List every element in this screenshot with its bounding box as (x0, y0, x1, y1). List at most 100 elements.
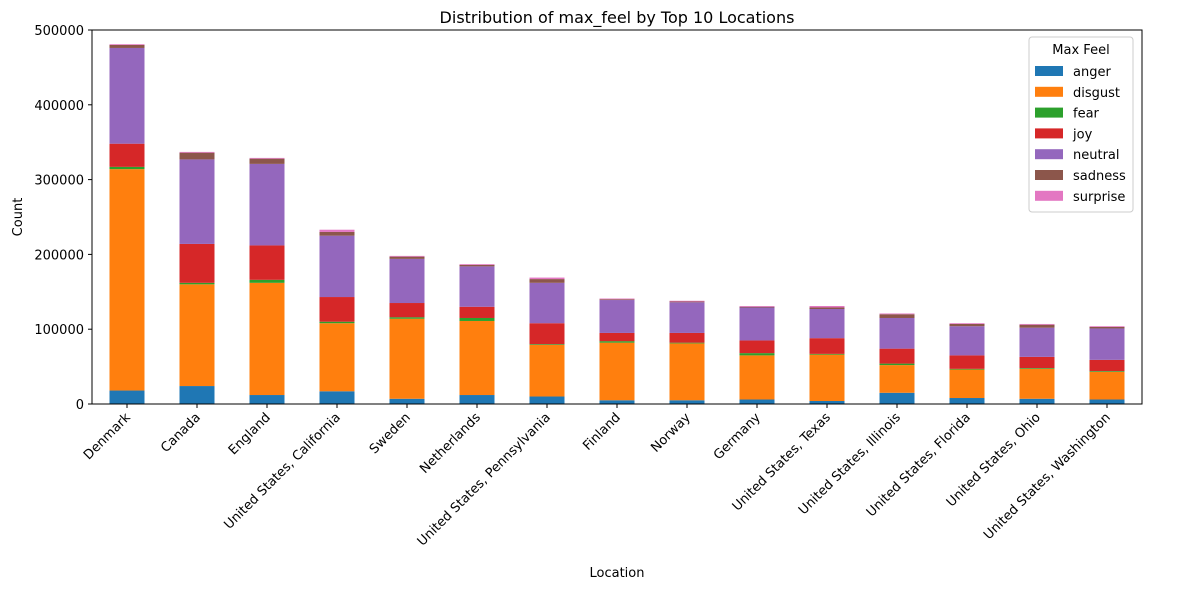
legend-swatch-neutral (1035, 149, 1063, 160)
bar-neutral-3 (319, 235, 355, 298)
bar-disgust-1 (179, 284, 215, 387)
bar-surprise-3 (319, 229, 355, 232)
bar-fear-7 (599, 341, 635, 343)
bar-disgust-6 (529, 344, 565, 397)
bar-disgust-9 (739, 355, 775, 400)
legend-label-fear: fear (1073, 107, 1100, 122)
x-tick-label-7: Finland (580, 410, 623, 453)
legend-label-neutral: neutral (1073, 148, 1120, 163)
bar-joy-12 (949, 355, 985, 369)
chart-legend: Max Feel anger disgust fear joy neutral sadne… (1028, 36, 1134, 213)
bar-anger-4 (389, 398, 425, 404)
bar-disgust-3 (319, 323, 355, 392)
bar-disgust-8 (669, 343, 705, 401)
bar-neutral-10 (809, 309, 845, 339)
bar-surprise-11 (879, 313, 915, 315)
bar-fear-6 (529, 344, 565, 345)
bar-anger-3 (319, 391, 355, 404)
bar-surprise-4 (389, 255, 425, 257)
bar-neutral-9 (739, 307, 775, 341)
bar-sadness-2 (249, 158, 285, 164)
bar-sadness-1 (179, 152, 215, 160)
bar-anger-2 (249, 395, 285, 404)
bar-joy-14 (1089, 359, 1125, 372)
bar-neutral-11 (879, 317, 915, 349)
bar-sadness-5 (459, 264, 495, 267)
x-tick-label-3: United States, California (221, 410, 343, 532)
bar-surprise-8 (669, 300, 705, 302)
bar-surprise-1 (179, 151, 215, 153)
bar-neutral-1 (179, 159, 215, 244)
x-tick-label-8: Norway (648, 410, 694, 456)
bar-fear-13 (1019, 368, 1055, 369)
legend-label-surprise: surprise (1073, 190, 1125, 205)
bar-fear-10 (809, 353, 845, 355)
x-tick-label-6: United States, Pennsylvania (415, 410, 554, 549)
bar-surprise-7 (599, 298, 635, 300)
bar-neutral-0 (109, 47, 145, 144)
bar-disgust-10 (809, 354, 845, 402)
bar-anger-5 (459, 395, 495, 404)
bar-disgust-5 (459, 320, 495, 396)
bar-joy-3 (319, 297, 355, 322)
bar-neutral-14 (1089, 328, 1125, 360)
bar-disgust-4 (389, 318, 425, 399)
bar-neutral-5 (459, 266, 495, 307)
legend-label-anger: anger (1073, 65, 1111, 80)
bar-fear-3 (319, 321, 355, 324)
bar-joy-5 (459, 306, 495, 318)
legend-swatch-joy (1035, 128, 1063, 139)
bar-fear-11 (879, 363, 915, 366)
bar-neutral-7 (599, 300, 635, 333)
bar-anger-6 (529, 396, 565, 404)
bar-sadness-11 (879, 314, 915, 318)
bar-joy-2 (249, 245, 285, 280)
bar-sadness-14 (1089, 326, 1125, 329)
bar-neutral-12 (949, 326, 985, 356)
bar-disgust-0 (109, 169, 145, 391)
bar-anger-12 (949, 398, 985, 404)
bar-fear-14 (1089, 371, 1125, 372)
bar-fear-8 (669, 342, 705, 344)
bar-neutral-4 (389, 258, 425, 304)
legend-swatch-disgust (1035, 86, 1063, 97)
bar-surprise-6 (529, 277, 565, 280)
bar-surprise-5 (459, 264, 495, 265)
bar-joy-8 (669, 332, 705, 343)
bar-neutral-6 (529, 282, 565, 324)
bar-joy-9 (739, 340, 775, 354)
bar-joy-10 (809, 338, 845, 354)
bar-sadness-12 (949, 323, 985, 327)
bar-joy-4 (389, 303, 425, 318)
bar-anger-0 (109, 390, 145, 404)
bar-fear-9 (739, 353, 775, 356)
bar-fear-1 (179, 282, 215, 285)
bar-neutral-8 (669, 302, 705, 333)
y-tick-label-2: 200000 (34, 248, 84, 263)
bar-surprise-2 (249, 157, 285, 159)
bar-surprise-0 (109, 44, 145, 45)
chart-title: Distribution of max_feel by Top 10 Locat… (440, 8, 795, 28)
legend-frame (1028, 36, 1134, 213)
bar-neutral-13 (1019, 327, 1055, 357)
bar-surprise-13 (1019, 323, 1055, 325)
bar-disgust-13 (1019, 368, 1055, 399)
y-axis-title: Count (11, 198, 26, 237)
bar-anger-7 (599, 400, 635, 404)
bar-anger-8 (669, 400, 705, 404)
bar-neutral-2 (249, 163, 285, 246)
bar-anger-10 (809, 401, 845, 404)
bar-anger-11 (879, 392, 915, 404)
bar-joy-13 (1019, 356, 1055, 369)
bar-surprise-10 (809, 306, 845, 308)
y-tick-label-4: 400000 (34, 99, 84, 114)
x-tick-label-0: Denmark (81, 410, 134, 463)
bar-disgust-11 (879, 365, 915, 393)
bar-surprise-9 (739, 306, 775, 307)
bar-sadness-0 (109, 44, 145, 48)
bar-fear-2 (249, 279, 285, 283)
y-tick-label-3: 300000 (34, 174, 84, 189)
y-tick-label-1: 100000 (34, 323, 84, 338)
legend-label-disgust: disgust (1073, 86, 1120, 101)
bar-joy-11 (879, 348, 915, 364)
